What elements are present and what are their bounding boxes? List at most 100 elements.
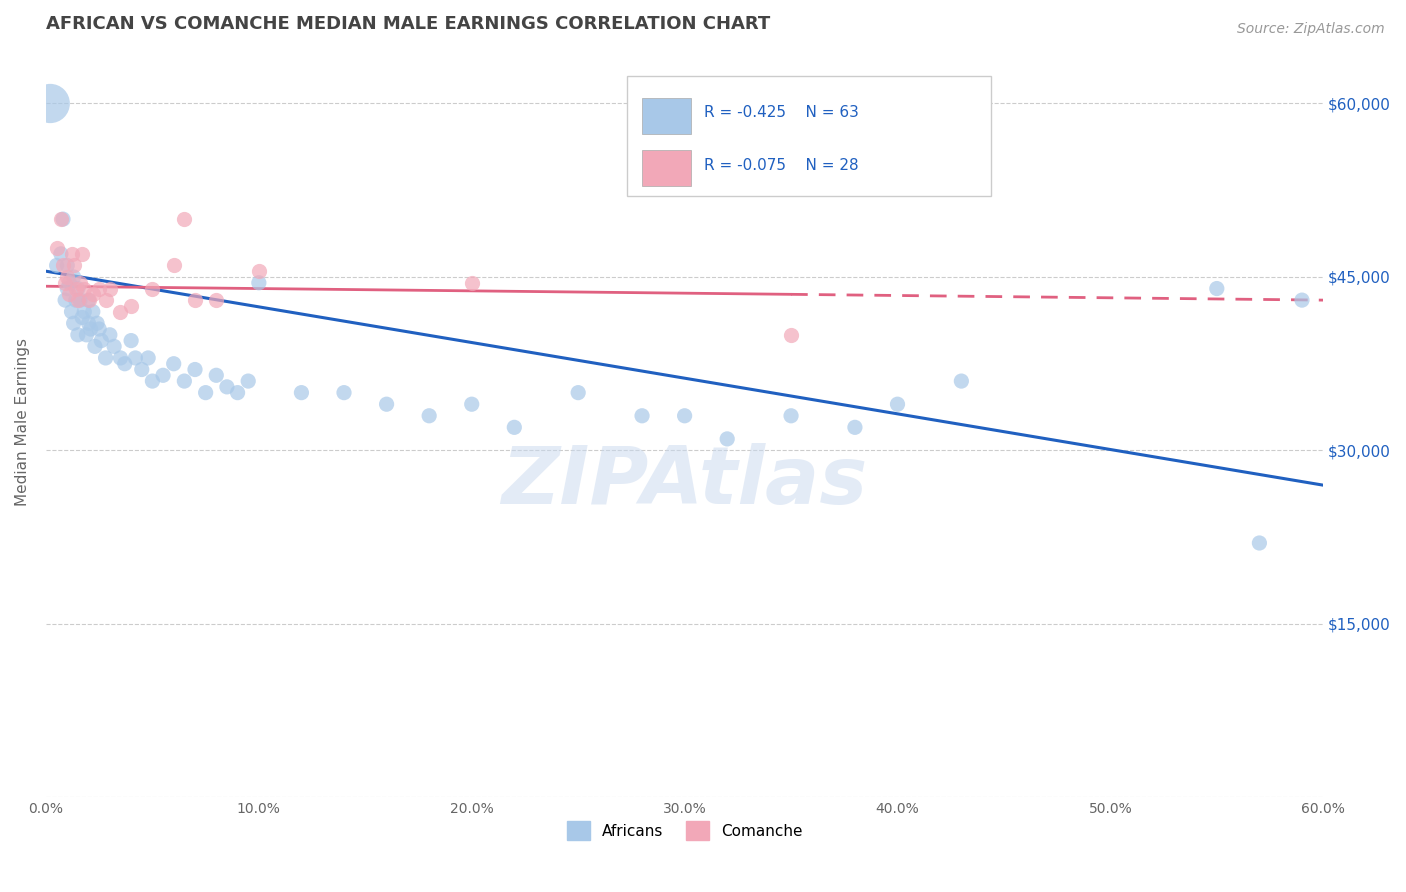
Point — [73, 281, 96, 295]
Point — [163, 259, 186, 273]
Point — [65, 293, 87, 307]
Point — [77, 293, 100, 307]
Point — [58, 276, 80, 290]
Point — [205, 293, 228, 307]
Point — [75, 327, 97, 342]
Point — [62, 259, 84, 273]
Point — [103, 339, 125, 353]
Point — [56, 281, 79, 295]
Point — [79, 322, 101, 336]
Point — [136, 351, 159, 365]
Point — [110, 351, 132, 365]
Point — [461, 276, 484, 290]
Point — [567, 385, 589, 400]
Point — [82, 287, 104, 301]
Point — [98, 327, 121, 342]
Point — [238, 374, 260, 388]
Legend: Africans, Comanche: Africans, Comanche — [561, 815, 808, 847]
Point — [73, 304, 96, 318]
Point — [77, 316, 100, 330]
Point — [114, 357, 136, 371]
Point — [950, 374, 973, 388]
Point — [163, 357, 186, 371]
Text: AFRICAN VS COMANCHE MEDIAN MALE EARNINGS CORRELATION CHART: AFRICAN VS COMANCHE MEDIAN MALE EARNINGS… — [46, 15, 770, 33]
Point — [184, 362, 207, 376]
Point — [45, 241, 67, 255]
Bar — [643, 150, 690, 186]
Point — [70, 247, 93, 261]
Point — [120, 299, 142, 313]
Point — [94, 293, 117, 307]
Point — [120, 334, 142, 348]
Point — [70, 310, 93, 325]
Point — [173, 374, 195, 388]
Point — [844, 420, 866, 434]
Point — [247, 264, 270, 278]
Point — [66, 281, 89, 295]
Point — [66, 327, 89, 342]
Point — [62, 316, 84, 330]
Point — [205, 368, 228, 383]
Point — [247, 276, 270, 290]
Point — [226, 385, 249, 400]
Point — [89, 281, 111, 295]
Point — [52, 259, 75, 273]
Point — [461, 397, 484, 411]
Point — [173, 212, 195, 227]
Point — [69, 276, 91, 290]
Point — [215, 380, 238, 394]
Point — [69, 293, 91, 307]
Point — [45, 259, 67, 273]
Point — [1205, 281, 1227, 295]
Text: Source: ZipAtlas.com: Source: ZipAtlas.com — [1237, 22, 1385, 37]
Point — [1291, 293, 1313, 307]
Point — [66, 293, 89, 307]
Point — [124, 351, 146, 365]
Point — [290, 385, 312, 400]
Point — [780, 327, 803, 342]
Text: R = -0.425    N = 63: R = -0.425 N = 63 — [704, 105, 859, 120]
Point — [39, 96, 62, 111]
Point — [152, 368, 174, 383]
Point — [333, 385, 356, 400]
Text: ZIPAtlas: ZIPAtlas — [502, 442, 868, 521]
Point — [89, 322, 111, 336]
Point — [49, 212, 72, 227]
Point — [1249, 536, 1271, 550]
Point — [65, 281, 87, 295]
Point — [62, 270, 84, 285]
Point — [184, 293, 207, 307]
Point — [60, 247, 83, 261]
Point — [52, 212, 75, 227]
Point — [90, 334, 112, 348]
Point — [94, 351, 117, 365]
Point — [82, 304, 104, 318]
Point — [141, 281, 163, 295]
FancyBboxPatch shape — [627, 76, 991, 196]
Point — [780, 409, 803, 423]
Point — [58, 287, 80, 301]
Point — [56, 270, 79, 285]
Point — [716, 432, 738, 446]
Point — [503, 420, 526, 434]
Point — [49, 247, 72, 261]
Text: R = -0.075    N = 28: R = -0.075 N = 28 — [704, 158, 859, 173]
Point — [141, 374, 163, 388]
Point — [375, 397, 398, 411]
Point — [53, 276, 76, 290]
Point — [53, 293, 76, 307]
Point — [631, 409, 654, 423]
Point — [131, 362, 153, 376]
Point — [56, 259, 79, 273]
Point — [110, 304, 132, 318]
Point — [194, 385, 217, 400]
Point — [86, 316, 108, 330]
Point — [60, 304, 83, 318]
Point — [886, 397, 908, 411]
Point — [98, 281, 121, 295]
Point — [77, 293, 100, 307]
Point — [84, 339, 107, 353]
Point — [673, 409, 696, 423]
Y-axis label: Median Male Earnings: Median Male Earnings — [15, 337, 30, 506]
Point — [418, 409, 440, 423]
